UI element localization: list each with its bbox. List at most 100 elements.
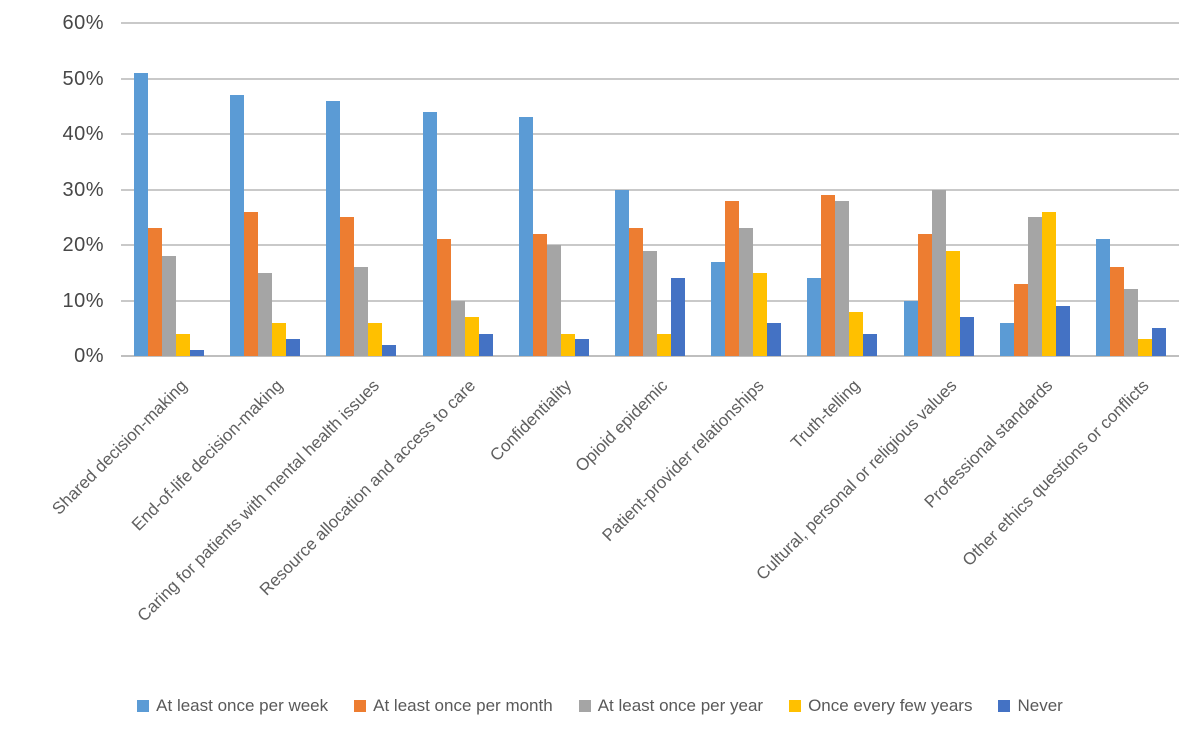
x-category-label-11: Other ethics questions or conflicts — [958, 376, 1153, 570]
bar-series-3 — [354, 267, 369, 356]
x-category-label-5: Confidentiality — [486, 376, 576, 465]
x-axis-line — [121, 355, 1179, 357]
bar-series-3 — [450, 300, 465, 356]
bar-series-3 — [643, 250, 658, 356]
bar-series-1 — [422, 111, 437, 356]
bar-series-2 — [436, 239, 451, 356]
legend-item-1: At least once per week — [137, 696, 328, 716]
bar-series-5 — [190, 350, 205, 356]
legend-swatch-icon — [789, 700, 802, 712]
bar-series-1 — [903, 300, 918, 356]
x-category-label-4: Resource allocation and access to care — [255, 376, 480, 600]
bar-series-3 — [546, 245, 561, 356]
y-tick-label-40: 40% — [62, 123, 104, 145]
gridline-30 — [121, 188, 1179, 191]
bar-series-1 — [326, 100, 341, 356]
bar-series-2 — [725, 200, 740, 356]
bar-group-9 — [891, 23, 987, 356]
bar-series-1 — [134, 72, 149, 356]
bar-series-3 — [1123, 289, 1138, 356]
bar-group-3 — [313, 23, 409, 356]
bar-series-5 — [478, 333, 493, 356]
bar-series-5 — [1055, 306, 1070, 356]
bar-series-4 — [753, 272, 768, 356]
bar-group-1 — [121, 23, 217, 356]
plot-area — [121, 22, 1179, 357]
bar-series-4 — [368, 322, 383, 356]
bar-series-1 — [1095, 239, 1110, 356]
bar-series-5 — [382, 344, 397, 356]
bar-series-2 — [821, 195, 836, 356]
bar-series-5 — [286, 339, 301, 356]
legend-item-4: Once every few years — [789, 696, 972, 716]
bar-series-1 — [711, 261, 726, 356]
legend-label: At least once per week — [156, 696, 329, 715]
bar-series-1 — [518, 117, 533, 356]
bar-group-8 — [794, 23, 890, 356]
legend-label: At least once per year — [597, 696, 764, 715]
legend-swatch-icon — [578, 700, 591, 712]
bar-series-4 — [176, 333, 191, 356]
bar-series-3 — [739, 228, 754, 356]
bar-series-4 — [1041, 211, 1056, 356]
bar-series-1 — [230, 95, 245, 356]
bar-series-4 — [272, 322, 287, 356]
bar-series-2 — [532, 233, 547, 356]
bar-series-4 — [657, 333, 672, 356]
x-category-label-8: Truth-telling — [787, 376, 864, 453]
legend-item-5: Never — [998, 696, 1063, 716]
legend-swatch-icon — [354, 700, 367, 712]
bar-series-5 — [671, 278, 686, 356]
bar-series-1 — [807, 278, 822, 356]
bar-series-1 — [615, 189, 630, 356]
bar-group-7 — [698, 23, 794, 356]
y-tick-label-30: 30% — [62, 178, 104, 201]
legend-item-2: At least once per month — [354, 696, 553, 716]
bar-series-3 — [258, 272, 273, 356]
bar-group-4 — [410, 23, 506, 356]
y-tick-label-60: 60% — [62, 12, 104, 34]
legend-label: At least once per month — [373, 696, 553, 715]
bar-series-4 — [560, 333, 575, 356]
legend-item-3: At least once per year — [578, 696, 764, 716]
bar-series-2 — [148, 228, 163, 356]
legend-swatch-icon — [137, 700, 150, 712]
bar-group-6 — [602, 23, 698, 356]
bar-series-2 — [917, 233, 932, 356]
bar-series-5 — [574, 339, 589, 356]
y-tick-label-10: 10% — [62, 289, 104, 312]
bar-series-4 — [1137, 339, 1152, 356]
legend-swatch-icon — [998, 700, 1011, 712]
y-tick-label-0: 0% — [74, 345, 104, 367]
bar-series-5 — [767, 322, 782, 356]
x-category-label-6: Opioid epidemic — [571, 376, 672, 476]
bar-series-5 — [863, 333, 878, 356]
y-tick-label-50: 50% — [62, 67, 104, 90]
bar-group-2 — [217, 23, 313, 356]
gridline-60 — [121, 22, 1179, 24]
bar-series-2 — [244, 211, 259, 356]
bar-group-10 — [987, 23, 1083, 356]
bar-series-3 — [931, 189, 946, 356]
bar-group-11 — [1083, 23, 1179, 356]
bar-groups — [121, 23, 1179, 356]
gridline-20 — [121, 244, 1179, 246]
legend-label: Never — [1017, 696, 1063, 715]
bar-series-2 — [340, 217, 355, 356]
bar-series-5 — [959, 317, 974, 356]
bar-series-3 — [1027, 217, 1042, 356]
bar-series-3 — [162, 256, 177, 356]
bar-series-4 — [945, 250, 960, 356]
bar-series-1 — [999, 322, 1014, 356]
x-category-label-7: Patient-provider relationships — [598, 376, 768, 546]
bar-series-5 — [1151, 328, 1166, 356]
bar-series-4 — [849, 311, 864, 356]
legend: At least once per week At least once per … — [0, 692, 1200, 720]
gridline-50 — [121, 77, 1179, 80]
bar-series-2 — [629, 228, 644, 356]
bar-series-3 — [835, 200, 850, 356]
gridline-40 — [121, 133, 1179, 135]
bar-series-4 — [464, 317, 479, 356]
x-category-label-9: Cultural, personal or religious values — [752, 376, 960, 584]
